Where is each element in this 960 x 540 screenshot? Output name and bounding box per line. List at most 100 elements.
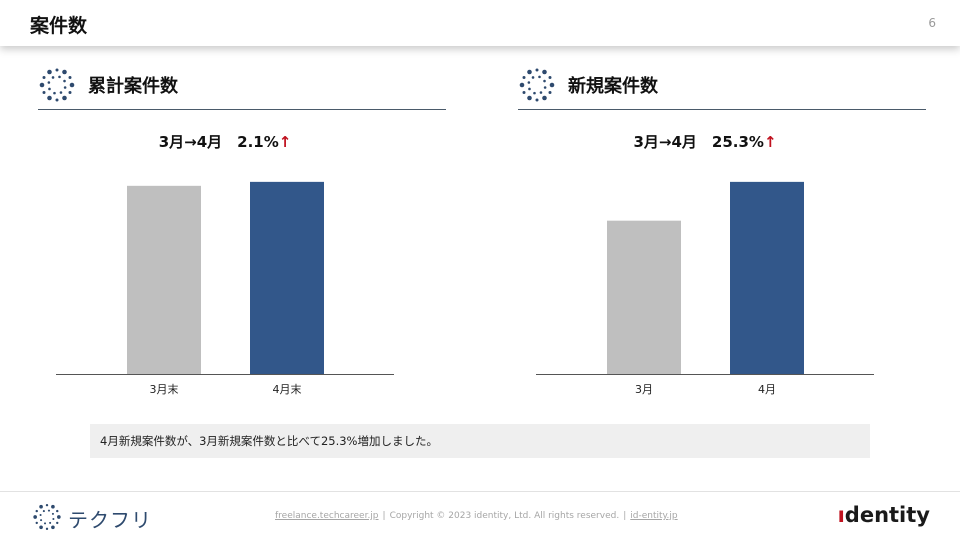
icon-dot	[48, 87, 51, 91]
icon-dot	[538, 75, 541, 79]
footer-separator: |	[623, 511, 627, 521]
icon-dot	[51, 504, 55, 509]
section-header: 新規案件数	[518, 64, 926, 110]
bar	[127, 185, 201, 374]
icon-dot	[527, 95, 532, 101]
icon-dot	[33, 515, 37, 519]
icon-dot	[548, 91, 552, 94]
footer-logo-text: テクフリ	[68, 508, 152, 532]
icon-dot	[543, 79, 546, 83]
icon-dot	[535, 68, 539, 72]
icon-dot	[58, 75, 61, 79]
icon-dot	[56, 521, 59, 525]
brand-dotless-i: ı	[837, 503, 845, 527]
icon-dot	[35, 509, 38, 513]
summary-note-text: 4月新規案件数が、3月新規案件数と比べて25.3%増加しました。	[100, 434, 438, 448]
icon-dot	[42, 91, 46, 94]
icon-dot	[45, 503, 49, 507]
section-title: 累計案件数	[88, 76, 178, 97]
sparkle-circle-icon	[519, 68, 555, 102]
bar	[607, 220, 681, 374]
icon-dot	[539, 91, 543, 94]
icon-dot	[52, 517, 55, 521]
icon-dot	[55, 98, 59, 102]
icon-dot	[47, 95, 52, 101]
x-tick-label: 4月	[758, 383, 776, 396]
icon-dot	[63, 79, 66, 83]
icon-dot	[533, 91, 536, 95]
section-new: 新規案件数 3月→4月 25.3%↑ 3月 4月	[518, 64, 926, 404]
icon-dot	[47, 81, 51, 84]
icon-dot	[68, 76, 72, 79]
icon-dot	[40, 519, 43, 522]
new-bar-chart: 3月→4月 25.3%↑ 3月 4月	[536, 133, 874, 396]
section-header: 累計案件数	[38, 64, 446, 110]
footer-links: freelance.techcareer.jp | Copyright © 2023…	[275, 511, 678, 521]
up-arrow-icon: ↑	[764, 133, 777, 151]
icon-dot	[522, 91, 526, 94]
icon-dot	[42, 510, 45, 513]
icon-dot	[39, 513, 42, 517]
identity-link[interactable]: id-entity.jp	[630, 511, 678, 521]
icon-dot	[39, 525, 43, 530]
icon-dot	[527, 69, 532, 75]
footer-separator: |	[382, 511, 386, 521]
icon-dot	[549, 82, 555, 88]
change-annotation: 3月→4月 25.3%↑	[633, 133, 776, 151]
icon-dot	[47, 69, 52, 75]
page-header: 案件数 6	[0, 0, 960, 46]
icon-dot	[56, 509, 59, 513]
icon-dot	[62, 95, 67, 101]
icon-dot	[45, 527, 49, 531]
icon-dot	[57, 515, 61, 519]
icon-dot	[53, 91, 56, 95]
icon-dot	[68, 91, 72, 94]
icon-dot	[51, 525, 55, 530]
icon-dot	[522, 76, 526, 79]
copyright-text: Copyright © 2023 identity, Ltd. All righ…	[389, 511, 620, 521]
icon-dot	[69, 82, 75, 88]
up-arrow-icon: ↑	[279, 133, 292, 151]
icon-dot	[51, 76, 55, 79]
change-annotation: 3月→4月 2.1%↑	[159, 133, 292, 151]
x-tick-label: 3月末	[150, 382, 179, 396]
icon-dot	[548, 76, 552, 79]
section-cumulative: 累計案件数 3月→4月 2.1%↑ 3月末 4月末	[38, 64, 446, 404]
icon-dot	[62, 69, 67, 75]
summary-note: 4月新規案件数が、3月新規案件数と比べて25.3%増加しました。	[90, 424, 870, 458]
icon-dot	[535, 98, 539, 102]
bar	[250, 181, 324, 374]
icon-dot	[542, 95, 547, 101]
icon-dot	[55, 68, 59, 72]
new-chart: 3月→4月 25.3%↑ 3月 4月	[518, 112, 926, 407]
cumulative-chart: 3月→4月 2.1%↑ 3月末 4月末	[38, 112, 446, 407]
page-number: 6	[928, 16, 936, 30]
icon-dot	[51, 512, 54, 515]
icon-dot	[531, 76, 535, 79]
icon-dot	[42, 76, 46, 79]
techcareer-link[interactable]: freelance.techcareer.jp	[275, 511, 379, 521]
icon-dot	[63, 86, 67, 89]
section-title: 新規案件数	[568, 76, 658, 97]
icon-dot	[39, 504, 43, 509]
identity-logo: ıdentity	[838, 503, 930, 527]
icon-dot	[59, 91, 63, 94]
footer-divider	[0, 491, 960, 492]
cumulative-bar-chart: 3月→4月 2.1%↑ 3月末 4月末	[56, 133, 394, 396]
icon-dot	[43, 522, 47, 525]
brand-rest: dentity	[844, 503, 930, 527]
bar	[730, 181, 804, 374]
x-tick-label: 3月	[635, 383, 653, 396]
sparkle-circle-icon	[33, 503, 61, 531]
icon-dot	[35, 521, 38, 525]
icon-dot	[519, 82, 525, 88]
page-title: 案件数	[30, 15, 88, 37]
icon-dot	[542, 69, 547, 75]
icon-dot	[528, 87, 531, 91]
icon-dot	[39, 82, 45, 88]
x-tick-label: 4月末	[273, 382, 302, 396]
icon-dot	[47, 509, 51, 512]
sparkle-circle-icon	[39, 68, 75, 102]
icon-dot	[543, 86, 547, 89]
icon-dot	[527, 81, 531, 84]
